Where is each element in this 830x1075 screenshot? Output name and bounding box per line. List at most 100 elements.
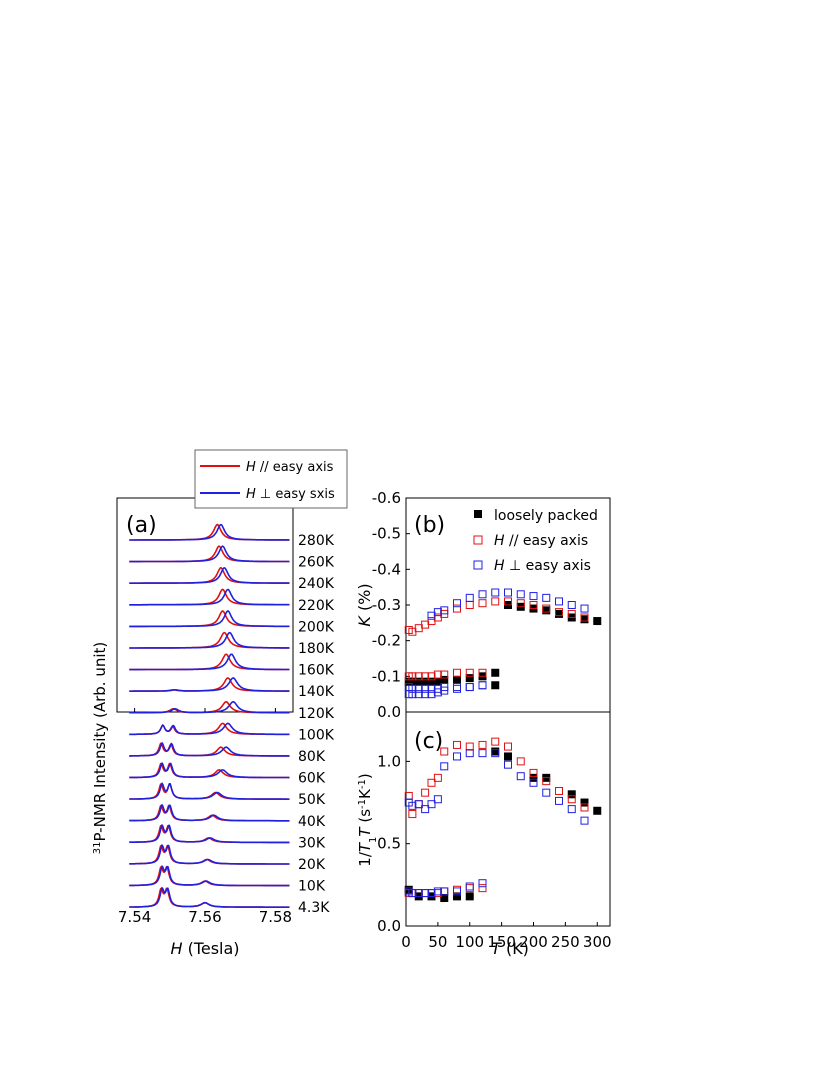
x-tick-label: 300 <box>583 933 612 951</box>
y-tick-label: -0.6 <box>372 489 401 507</box>
data-point <box>421 788 430 797</box>
spectrum-blue-60K <box>129 761 290 779</box>
x-tick-label: 200 <box>519 933 548 951</box>
panel-c: (c) 0.0 0.5 1.0 0 50 100 150 200 250 300 T (K) 1… <box>356 711 612 958</box>
temp-label: 140K <box>298 684 335 700</box>
temp-label: 10K <box>298 879 326 895</box>
spectrum-blue-40K <box>129 803 290 822</box>
y-tick-label: 0.0 <box>377 917 401 935</box>
panel-a-spectra <box>129 523 290 908</box>
data-point <box>491 681 500 690</box>
data-point <box>465 884 474 893</box>
data-point <box>465 683 474 692</box>
panel-a-legend: H // easy axis H ⊥ easy sxis <box>194 449 348 509</box>
data-point <box>478 590 487 599</box>
spectrum-blue-140K <box>129 677 290 692</box>
data-point <box>433 684 442 693</box>
data-point <box>453 683 461 692</box>
legend-marker-parallel <box>473 535 483 545</box>
temp-label: 4.3K <box>298 900 330 916</box>
temp-label: 30K <box>298 835 326 851</box>
data-point <box>529 768 538 777</box>
spectrum-blue-180K <box>129 631 290 649</box>
data-point <box>453 740 461 749</box>
data-point <box>478 749 487 758</box>
spectrum-blue-280K <box>129 523 290 541</box>
data-point <box>414 677 423 686</box>
spectrum-blue-220K <box>129 588 290 606</box>
x-tick-label: 50 <box>428 933 447 951</box>
temp-label: 180K <box>298 641 335 657</box>
temp-label: 40K <box>298 814 326 830</box>
panel-b-points <box>404 588 602 699</box>
spectrum-red-220K <box>129 588 290 606</box>
spectrum-red-160K <box>129 653 290 671</box>
x-tick-label: 250 <box>551 933 580 951</box>
data-point <box>465 593 474 602</box>
x-tick-label: 0 <box>401 933 411 951</box>
spectrum-blue-50K <box>129 781 290 800</box>
data-point <box>504 742 512 751</box>
spectrum-red-240K <box>129 566 290 584</box>
panel-a-xlabel: H (Tesla) <box>170 939 239 958</box>
data-point <box>542 593 551 602</box>
data-point <box>504 597 512 606</box>
data-point <box>567 609 576 618</box>
data-point <box>478 740 487 749</box>
spectrum-blue-30K <box>129 823 290 844</box>
spectrum-blue-240K <box>129 567 290 584</box>
spectrum-red-30K <box>129 824 290 844</box>
data-point <box>440 747 449 756</box>
spectrum-red-140K <box>129 677 290 692</box>
legend-label-perp: H ⊥ easy sxis <box>246 487 335 502</box>
data-point <box>516 772 525 781</box>
data-point <box>408 677 417 686</box>
data-point <box>542 606 551 615</box>
y-tick-label: -0.1 <box>372 667 401 685</box>
data-point <box>542 604 551 613</box>
data-point <box>516 599 525 608</box>
data-point <box>504 588 512 597</box>
data-point <box>421 690 430 699</box>
legend-label-parallel-b: H // easy axis <box>494 533 588 549</box>
data-point <box>491 597 500 606</box>
data-point <box>427 778 436 787</box>
data-point <box>580 613 589 622</box>
spectrum-blue-4.3K <box>129 886 290 908</box>
data-point <box>408 801 417 810</box>
panel-a-label: (a) <box>126 513 157 538</box>
data-point <box>478 599 487 608</box>
data-point <box>421 684 430 693</box>
y-tick-label: 1.0 <box>377 752 401 770</box>
data-point <box>491 668 500 677</box>
data-point <box>421 677 430 686</box>
spectrum-blue-100K <box>129 722 290 736</box>
panel-a-x-ticks: 7.54 7.56 7.58 <box>118 708 292 926</box>
data-point <box>491 749 500 758</box>
data-point <box>504 760 512 769</box>
spectrum-red-20K <box>129 844 290 865</box>
panel-c-label: (c) <box>414 729 443 754</box>
data-point <box>427 690 436 699</box>
data-point <box>567 790 576 799</box>
data-point <box>453 684 461 693</box>
spectrum-blue-20K <box>129 843 290 865</box>
data-point <box>542 788 551 797</box>
data-point <box>516 590 525 599</box>
data-point <box>555 787 563 796</box>
data-point <box>453 599 461 608</box>
data-point <box>440 887 449 896</box>
spectrum-blue-10K <box>129 864 290 887</box>
data-point <box>440 670 449 679</box>
data-point <box>453 887 461 896</box>
panel-b-y-ticks: 0.0 -0.1 -0.2 -0.3 -0.4 -0.5 -0.6 <box>372 489 410 721</box>
data-point <box>593 806 602 815</box>
panel-c-points <box>404 737 602 903</box>
data-point <box>465 674 474 683</box>
data-point <box>478 879 487 888</box>
data-point <box>433 608 442 617</box>
temp-label: 280K <box>298 533 335 549</box>
data-point <box>433 795 442 804</box>
panel-a-ylabel: 31P-NMR Intensity (Arb. unit) <box>91 642 109 855</box>
